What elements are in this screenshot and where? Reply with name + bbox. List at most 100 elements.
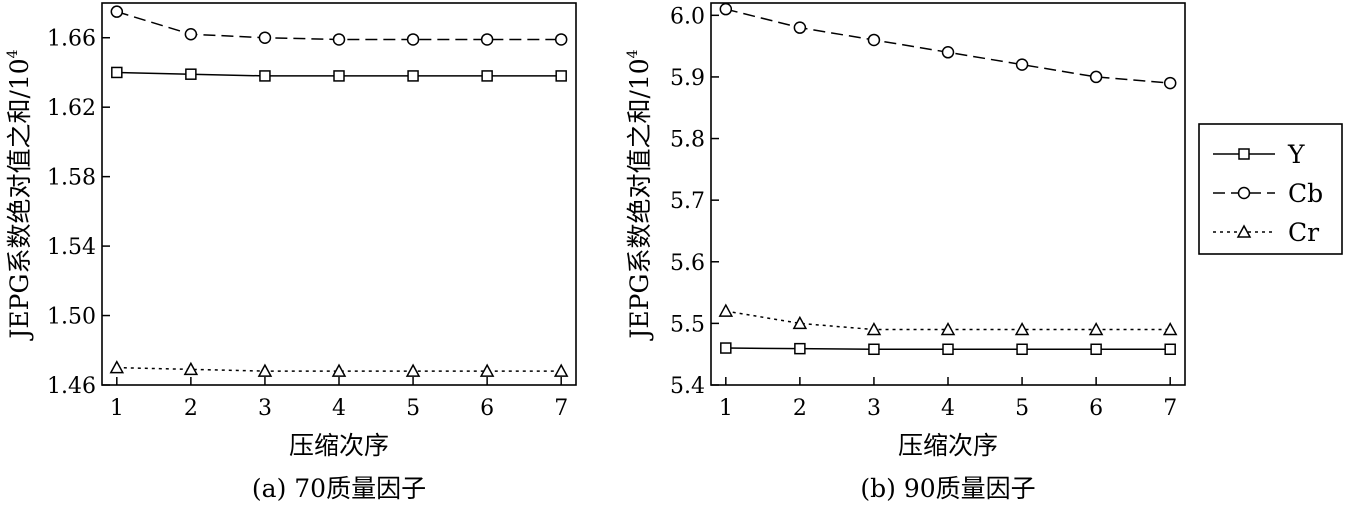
y-tick-label: 1.66: [47, 27, 96, 52]
y-tick-label: 5.6: [670, 251, 705, 276]
x-tick-label: 5: [406, 396, 420, 421]
data-point: [867, 33, 881, 47]
data-point: [555, 70, 567, 82]
data-point: [1015, 58, 1029, 71]
y-tick-label: 1.62: [47, 96, 96, 121]
data-point: [405, 363, 421, 377]
data-point: [110, 5, 124, 18]
legend-frame: [1198, 123, 1343, 255]
x-tick-label: 1: [110, 396, 124, 421]
data-point: [1014, 321, 1030, 336]
y-tick-label: 5.4: [670, 374, 705, 399]
y-tick-label: 5.8: [670, 128, 705, 153]
data-point: [1164, 343, 1176, 356]
legend-entry-y: Y: [1213, 140, 1305, 169]
x-tick-label: 2: [793, 396, 807, 421]
data-point: [718, 303, 734, 317]
x-tick-label: 4: [332, 396, 346, 421]
panel-b-y-axis-label: JEPG系数绝对值之和/104: [625, 49, 654, 341]
x-tick-label: 4: [941, 396, 955, 421]
legend-entries: Y Cb Cr: [1213, 140, 1323, 247]
panel-a-caption: (a) 70质量因子: [252, 474, 426, 503]
panel-a-x-axis-label: 压缩次序: [289, 431, 389, 460]
data-point: [183, 361, 199, 376]
data-point: [942, 343, 954, 356]
data-point: [481, 70, 493, 82]
panel-b-x-ticks: 1 2 3 4 5 6 7: [719, 377, 1177, 421]
y-tick-label: 5.7: [670, 189, 705, 214]
data-point: [866, 321, 882, 336]
data-point: [793, 21, 807, 34]
x-tick-label: 3: [867, 396, 881, 421]
legend-marker: [1236, 224, 1252, 238]
data-point: [554, 33, 568, 46]
x-tick-label: 1: [719, 396, 733, 421]
data-point: [1163, 76, 1177, 90]
data-point: [1089, 70, 1103, 84]
data-point: [1088, 321, 1104, 336]
series-cr: [718, 303, 1178, 336]
series-y: [720, 342, 1176, 356]
legend-label: Cb: [1288, 179, 1323, 208]
x-tick-label: 7: [554, 396, 568, 421]
panel-b-chart: 5.4 5.5 5.6 5.7 5.8 5.9 6.0 1 2 3 4 5 6 7 JEPG系数绝对值之…: [625, 2, 1186, 503]
y-tick-label: 1.58: [47, 166, 96, 191]
panel-a-chart: 1.46 1.50 1.54 1.58 1.62 1.66 1 2 3 4 5 6 7 JEPG系数绝…: [5, 2, 577, 503]
series-cb: [719, 2, 1177, 90]
data-point: [940, 321, 956, 336]
y-tick-label: 5.5: [670, 312, 705, 337]
panel-a-y-axis-label: JEPG系数绝对值之和/104: [5, 49, 34, 341]
data-point: [792, 315, 808, 330]
x-tick-label: 2: [184, 396, 198, 421]
data-point: [407, 70, 419, 82]
x-tick-label: 3: [258, 396, 272, 421]
data-point: [479, 363, 495, 377]
panel-a-x-ticks: 1 2 3 4 5 6 7: [110, 377, 568, 421]
data-point: [719, 2, 733, 16]
panel-b-series: [718, 2, 1178, 356]
y-tick-label: 5.9: [670, 66, 705, 91]
panel-b-caption: (b) 90质量因子: [860, 474, 1035, 503]
legend-label: Y: [1287, 140, 1305, 169]
data-point: [109, 360, 125, 374]
x-tick-label: 6: [480, 396, 494, 421]
data-point: [553, 363, 569, 377]
y-tick-label: 1.46: [47, 374, 96, 399]
panel-a-series: [109, 5, 569, 377]
y-tick-label: 1.54: [47, 235, 96, 260]
x-tick-label: 5: [1015, 396, 1029, 421]
panel-b-y-ticks: 5.4 5.5 5.6 5.7 5.8 5.9 6.0: [670, 4, 719, 399]
data-point: [257, 363, 273, 377]
x-tick-label: 6: [1089, 396, 1103, 421]
panel-a-y-ticks: 1.46 1.50 1.54 1.58 1.62 1.66: [47, 27, 110, 399]
data-point: [258, 31, 272, 44]
data-point: [184, 28, 198, 41]
data-point: [331, 363, 347, 377]
x-tick-label: 7: [1163, 396, 1177, 421]
data-point: [1090, 343, 1102, 356]
legend-label: Cr: [1288, 218, 1319, 247]
series-cr: [109, 360, 569, 377]
data-point: [406, 33, 420, 46]
y-tick-label: 1.50: [47, 305, 96, 330]
data-point: [868, 343, 880, 356]
legend: Y Cb Cr: [1198, 123, 1343, 255]
data-point: [1162, 321, 1178, 336]
legend-entry-cr: Cr: [1213, 218, 1319, 247]
data-point: [941, 46, 955, 59]
data-point: [720, 342, 732, 354]
legend-marker: [1238, 148, 1250, 160]
data-point: [333, 70, 345, 82]
data-point: [332, 33, 346, 46]
data-point: [185, 68, 197, 80]
data-point: [1016, 343, 1028, 356]
data-point: [111, 66, 123, 79]
panel-a-plot-frame: [101, 2, 577, 386]
series-y: [111, 66, 567, 82]
series-cb: [110, 5, 568, 46]
data-point: [794, 342, 806, 355]
panel-b-x-axis-label: 压缩次序: [898, 431, 998, 460]
data-point: [480, 33, 494, 46]
legend-entry-cb: Cb: [1213, 179, 1323, 208]
